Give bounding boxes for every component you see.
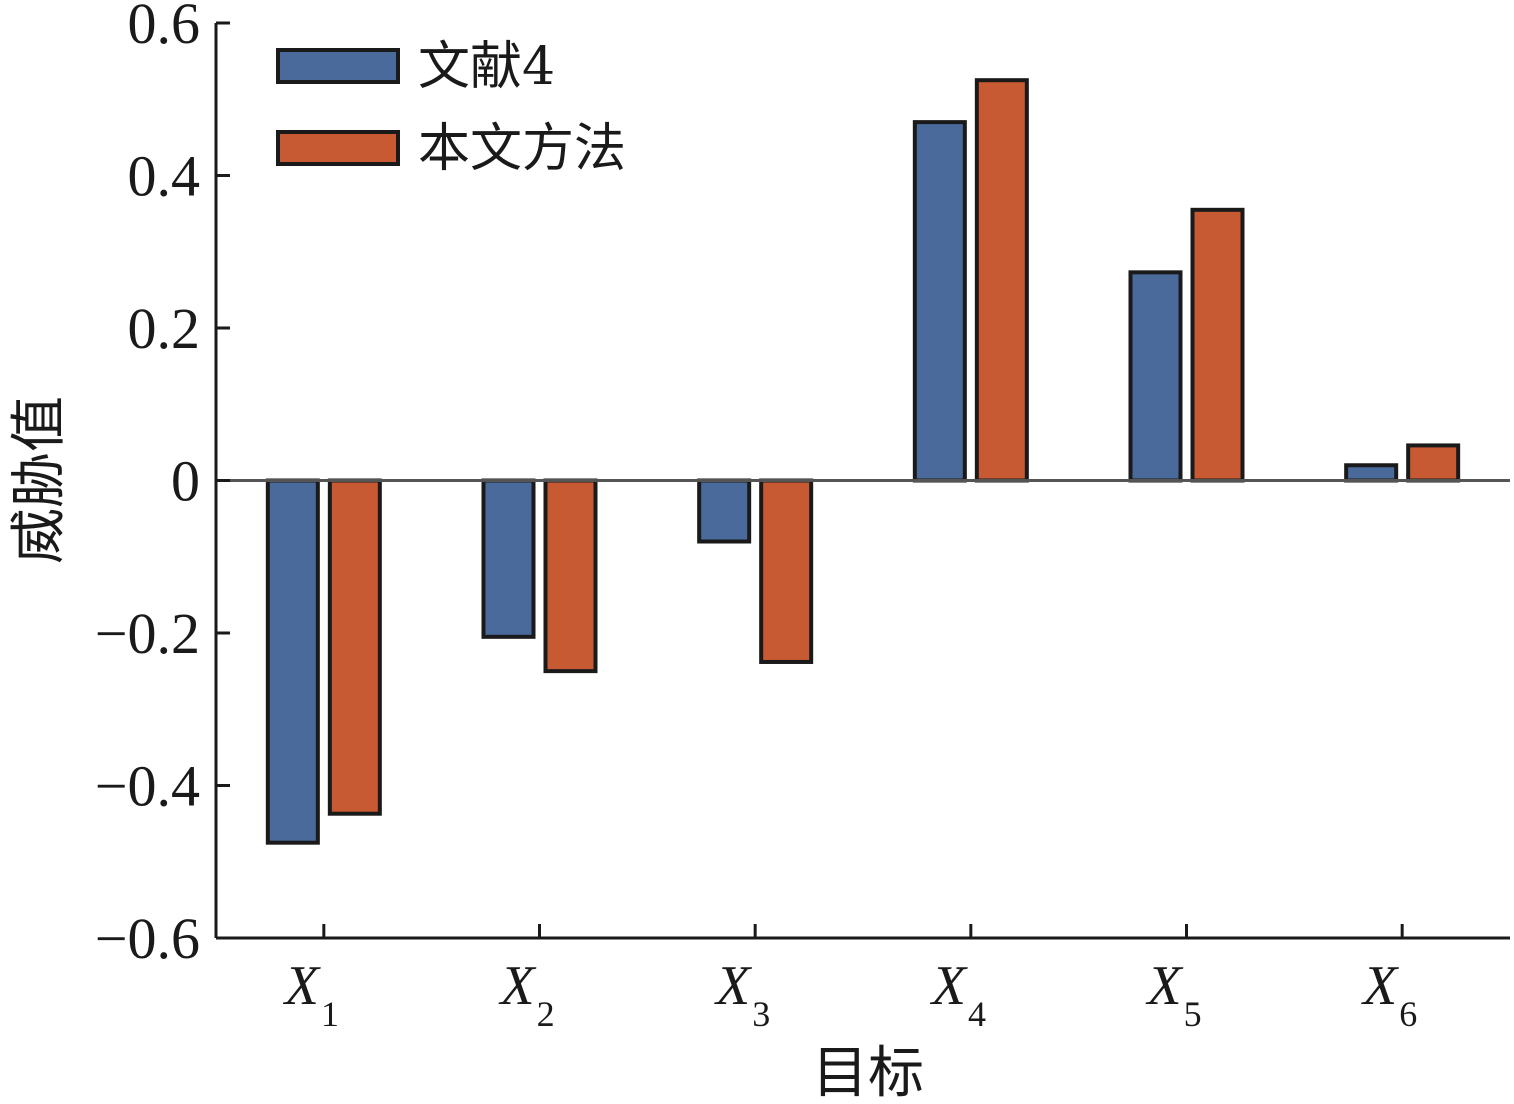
- x-tick-label-5: X5: [1145, 955, 1201, 1034]
- x-ticks-group: X1 X2 X3 X4 X5 X6: [283, 924, 1417, 1034]
- bar-s1-c6: [1344, 463, 1399, 483]
- legend-label-2: 本文方法: [418, 119, 626, 179]
- legend-label-1: 文献4: [418, 37, 555, 97]
- y-tick-label-4: 0.2: [128, 296, 201, 361]
- x-tick-label-1: X1: [283, 955, 339, 1034]
- bar-s1-c3: [697, 478, 752, 544]
- bar-s1-c5: [1128, 270, 1183, 483]
- x-tick-label-6: X6: [1361, 955, 1417, 1034]
- legend-swatch-2: [276, 130, 400, 166]
- legend: 文献4 本文方法: [276, 37, 626, 179]
- bar-s1-c2: [481, 478, 536, 639]
- x-tick-label-3: X3: [714, 955, 770, 1034]
- bar-s1-c4: [912, 120, 967, 483]
- bar-s2-c1: [327, 478, 382, 816]
- x-axis-title: 目标: [812, 1041, 924, 1104]
- y-tick-label-3: 0: [171, 449, 200, 514]
- bar-s2-c3: [759, 478, 814, 664]
- bar-s2-c6: [1406, 443, 1461, 483]
- y-tick-label-0: −0.6: [95, 906, 200, 971]
- legend-swatch-1: [276, 48, 400, 84]
- bar-s1-c1: [265, 478, 320, 845]
- x-tick-label-2: X2: [498, 955, 554, 1034]
- y-tick-label-6: 0.6: [128, 0, 201, 56]
- y-axis-title: 威胁值: [7, 396, 72, 564]
- x-tick-label-4: X4: [930, 955, 986, 1034]
- y-tick-label-2: −0.2: [95, 601, 200, 666]
- bar-s2-c5: [1190, 207, 1245, 483]
- y-tick-label-5: 0.4: [128, 144, 201, 209]
- bars-group: [265, 78, 1461, 845]
- bar-s2-c2: [543, 478, 598, 674]
- bar-s2-c4: [974, 78, 1029, 483]
- y-tick-label-1: −0.4: [95, 754, 200, 819]
- y-ticks-group: −0.6 −0.4 −0.2 0 0.2 0.4 0.6: [95, 0, 230, 971]
